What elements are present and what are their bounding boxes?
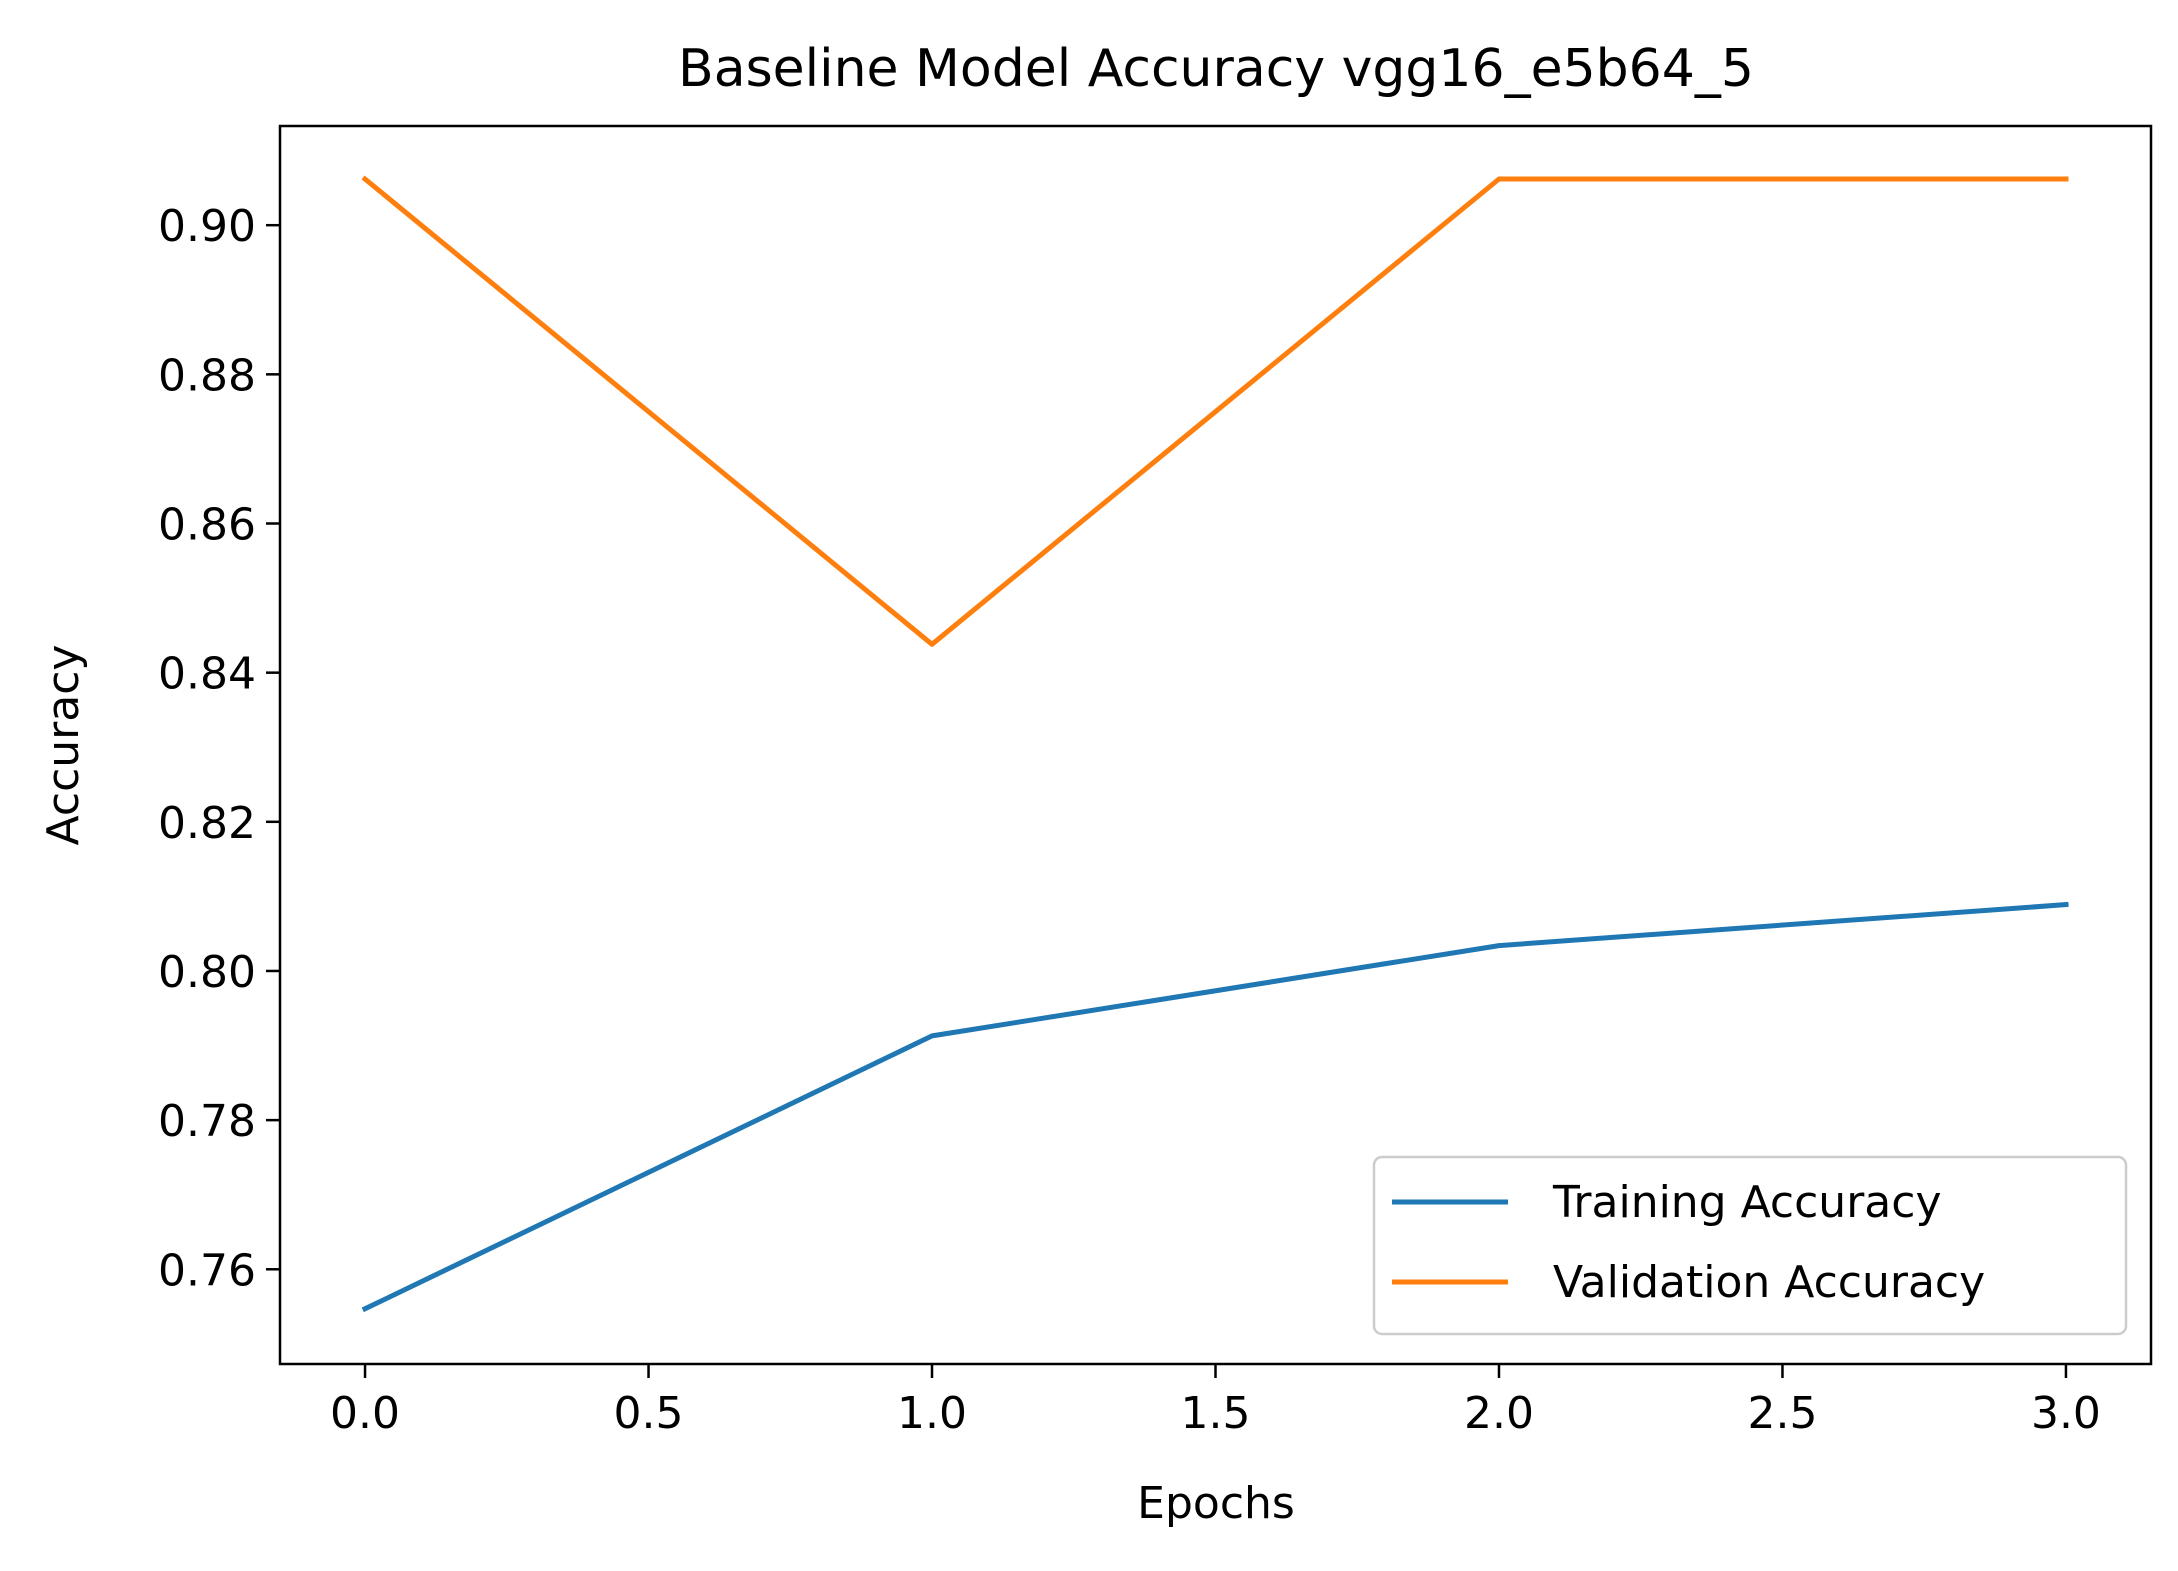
y-tick-label: 0.86	[158, 500, 256, 551]
x-tick-label: 0.5	[614, 1388, 684, 1439]
y-tick-label: 0.88	[158, 350, 256, 401]
chart-title: Baseline Model Accuracy vgg16_e5b64_5	[678, 39, 1754, 99]
series-line-training	[361, 901, 2069, 1313]
legend-label-training: Training Accuracy	[1552, 1177, 1941, 1228]
x-tick-label: 0.0	[330, 1388, 400, 1439]
x-tick-label: 2.0	[1464, 1388, 1534, 1439]
y-tick-label: 0.82	[158, 798, 256, 849]
y-tick-label: 0.78	[158, 1096, 256, 1147]
x-tick-label: 1.0	[897, 1388, 967, 1439]
y-tick-label: 0.84	[158, 649, 256, 700]
x-tick-label: 2.5	[1747, 1388, 1817, 1439]
legend-box	[1372, 1155, 2128, 1336]
y-tick-label: 0.80	[158, 947, 256, 998]
x-axis-label: Epochs	[1137, 1478, 1295, 1529]
series-line-validation	[361, 175, 2069, 647]
x-tick-label: 1.5	[1181, 1388, 1251, 1439]
y-axis-label: Accuracy	[38, 645, 89, 846]
legend: Training Accuracy Validation Accuracy	[1372, 1155, 2128, 1336]
legend-label-validation: Validation Accuracy	[1553, 1257, 1985, 1308]
x-axis-ticks: 0.0 0.5 1.0 1.5 2.0 2.5 3.0	[330, 1364, 2101, 1439]
y-tick-label: 0.76	[158, 1245, 256, 1296]
y-axis-ticks: 0.76 0.78 0.80 0.82 0.84 0.86 0.88 0.90	[158, 201, 280, 1296]
series-layer	[361, 175, 2069, 1313]
x-tick-label: 3.0	[2031, 1388, 2101, 1439]
y-tick-label: 0.90	[158, 201, 256, 252]
